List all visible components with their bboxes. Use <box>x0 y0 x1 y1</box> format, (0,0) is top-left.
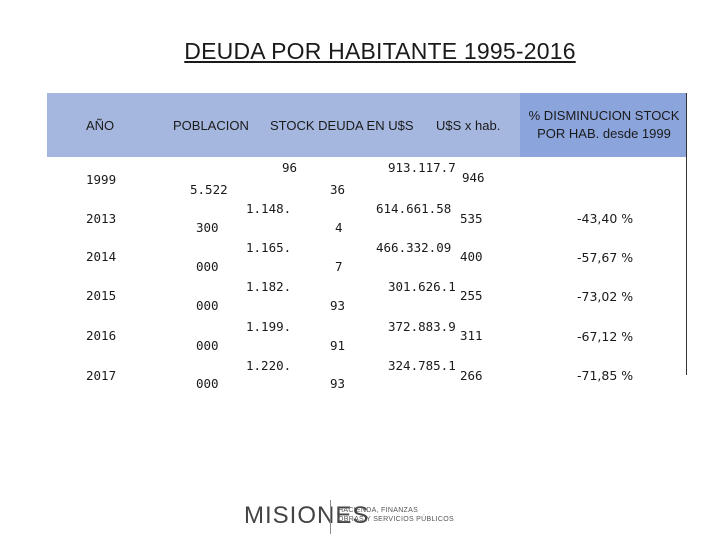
usd-cell-part2: 255 <box>460 288 483 303</box>
footer-divider <box>330 500 331 534</box>
poblacion-cell: 5.522 <box>190 182 228 197</box>
page-title: DEUDA POR HABITANTE 1995-2016 <box>184 38 576 64</box>
poblacion-cell: 000 <box>196 338 219 353</box>
poblacion-cell: 300 <box>196 220 219 235</box>
ministry-subtitle-line1: HACIENDA, FINANZAS <box>338 507 419 514</box>
usd-cell-part2: 311 <box>460 328 483 343</box>
header-anio: AÑO <box>86 118 115 133</box>
year-cell: 2014 <box>86 249 117 264</box>
usd-cell-part1: 372.883.9 <box>388 319 456 334</box>
stock-cell-part2: 4 <box>335 220 343 235</box>
stock-cell-part1: 1.220. <box>246 358 292 373</box>
usd-cell-part1: 324.785.1 <box>388 358 456 373</box>
stock-cell-part2: 91 <box>330 338 346 353</box>
year-cell: 2013 <box>86 211 117 226</box>
ministry-subtitle-line2: OBRAS Y SERVICIOS PÚBLICOS <box>338 516 454 523</box>
stock-cell-part1: 96 <box>282 160 298 175</box>
stock-cell-part1: 1.148. <box>246 201 292 216</box>
stock-cell-part2: 93 <box>330 376 346 391</box>
usd-cell-part1: 301.626.1 <box>388 279 456 294</box>
year-cell: 1999 <box>86 172 117 187</box>
stock-cell-part1: 1.165. <box>246 240 292 255</box>
misiones-logo: MISIONES <box>244 502 370 529</box>
year-cell: 2017 <box>86 368 117 383</box>
pct-cell: -71,85 % <box>577 368 634 383</box>
usd-cell-part2: 266 <box>460 368 483 383</box>
usd-cell-part2: 946 <box>462 170 485 185</box>
year-cell: 2015 <box>86 288 117 303</box>
header-stock-deuda: STOCK DEUDA EN U$S <box>270 118 414 133</box>
pct-cell: -57,67 % <box>577 250 634 265</box>
usd-cell-part2: 400 <box>460 249 483 264</box>
poblacion-cell: 000 <box>196 298 219 313</box>
stock-cell-part1: 1.182. <box>246 279 292 294</box>
table-header-highlight <box>520 93 687 157</box>
usd-cell-part1: 614.661.58 <box>376 201 452 216</box>
stock-cell-part2: 93 <box>330 298 346 313</box>
table-right-border <box>686 93 687 375</box>
usd-cell-part2: 535 <box>460 211 483 226</box>
year-cell: 2016 <box>86 328 117 343</box>
pct-cell: -67,12 % <box>577 329 634 344</box>
poblacion-cell: 000 <box>196 259 219 274</box>
stock-cell-part2: 36 <box>330 182 346 197</box>
ministry-subtitle: HACIENDA, FINANZAS OBRAS Y SERVICIOS PÚB… <box>338 506 454 524</box>
pct-cell: -73,02 % <box>577 289 634 304</box>
usd-cell-part1: 913.117.7 <box>388 160 456 175</box>
header-usd-por-habitante: U$S x hab. <box>436 118 501 133</box>
stock-cell-part2: 7 <box>335 259 343 274</box>
header-disminucion: % DISMINUCION STOCK POR HAB. desde 1999 <box>528 108 680 141</box>
pct-cell: -43,40 % <box>577 211 634 226</box>
usd-cell-part1: 466.332.09 <box>376 240 452 255</box>
stock-cell-part1: 1.199. <box>246 319 292 334</box>
poblacion-cell: 000 <box>196 376 219 391</box>
header-poblacion: POBLACION <box>173 118 249 133</box>
